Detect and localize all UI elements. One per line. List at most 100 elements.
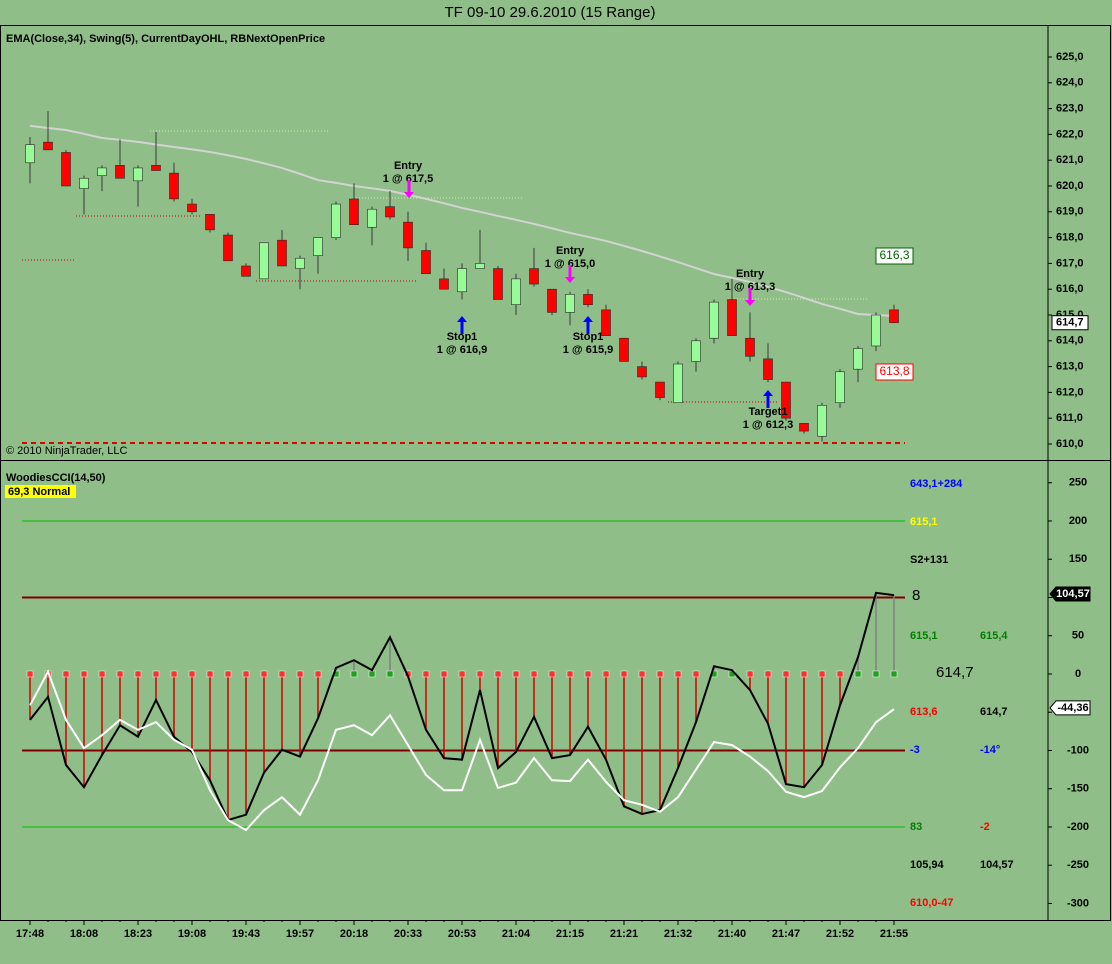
- candle-body: [493, 268, 503, 300]
- trade-arrow: [583, 316, 593, 334]
- trade-detail: 1 @ 615,9: [563, 344, 613, 356]
- zero-marker: [368, 670, 376, 678]
- zero-marker: [512, 670, 520, 678]
- y-tick-label: 621,0: [1056, 154, 1084, 166]
- candle-body: [187, 203, 197, 213]
- cci-label: WoodiesCCI(14,50): [6, 472, 106, 484]
- trade-label: Entry: [556, 245, 585, 257]
- price-box: [875, 247, 914, 265]
- candle-body: [313, 237, 323, 256]
- y-tick-label: 614,0: [1056, 335, 1084, 347]
- trade-arrow: [457, 316, 467, 334]
- zero-marker: [782, 670, 790, 678]
- zero-marker: [602, 670, 610, 678]
- zero-marker: [620, 670, 628, 678]
- zero-marker: [584, 670, 592, 678]
- candle-body: [115, 165, 125, 179]
- x-tick-label: 21:55: [880, 928, 908, 940]
- y-tick-label: 250: [1069, 477, 1087, 489]
- candle-body: [565, 294, 575, 313]
- candle-body: [709, 301, 719, 339]
- zero-marker: [116, 670, 124, 678]
- candle-body: [259, 242, 269, 280]
- side-text: 104,57: [980, 859, 1014, 871]
- y-tick-label: 200: [1069, 515, 1087, 527]
- candle-body: [655, 381, 665, 398]
- zero-marker: [134, 670, 142, 678]
- side-text: -3: [910, 744, 920, 756]
- zero-marker: [458, 670, 466, 678]
- x-tick-label: 19:57: [286, 928, 314, 940]
- zero-marker: [530, 670, 538, 678]
- y-tick-label: 0: [1075, 668, 1081, 680]
- zero-marker: [170, 670, 178, 678]
- trade-arrow: [404, 180, 414, 198]
- trade-label: Target1: [749, 406, 788, 418]
- side-text: S2+131: [910, 554, 948, 566]
- candle-body: [169, 172, 179, 200]
- candle-body: [601, 309, 611, 336]
- zero-marker: [80, 670, 88, 678]
- zero-marker: [260, 670, 268, 678]
- zero-marker: [656, 670, 664, 678]
- zero-marker: [26, 670, 34, 678]
- side-text: 643,1+284: [910, 478, 963, 490]
- candle-body: [583, 294, 593, 305]
- zero-marker: [548, 670, 556, 678]
- side-text: -2: [980, 821, 990, 833]
- side-text: 615,4: [980, 630, 1008, 642]
- zero-marker: [350, 670, 358, 678]
- zero-marker: [692, 670, 700, 678]
- zero-marker: [764, 670, 772, 678]
- zero-marker: [188, 670, 196, 678]
- badge-bg: [5, 485, 76, 498]
- x-tick-label: 21:47: [772, 928, 800, 940]
- last-price-box: [1051, 315, 1089, 331]
- cci-line: [29, 591, 895, 822]
- y-tick-label: 618,0: [1056, 232, 1084, 244]
- x-tick-label: 20:18: [340, 928, 368, 940]
- candle-body: [511, 278, 521, 305]
- x-tick-label: 21:15: [556, 928, 584, 940]
- copyright: © 2010 NinjaTrader, LLC: [6, 445, 127, 457]
- x-tick-label: 21:04: [502, 928, 531, 940]
- candle-body: [403, 221, 413, 249]
- zero-marker: [224, 670, 232, 678]
- zero-marker: [206, 670, 214, 678]
- candle-body: [133, 167, 143, 182]
- candle-body: [367, 208, 377, 228]
- trade-detail: 1 @ 613,3: [725, 281, 775, 293]
- candle-body: [889, 309, 899, 324]
- candle-body: [223, 234, 233, 262]
- zero-marker: [800, 670, 808, 678]
- zero-marker: [278, 670, 286, 678]
- candle-body: [295, 257, 305, 269]
- y-tick-label: -250: [1067, 859, 1089, 871]
- candle-body: [241, 265, 251, 277]
- chart-title: TF 09-10 29.6.2010 (15 Range): [445, 4, 656, 21]
- candle-body: [853, 348, 863, 370]
- trade-arrow: [745, 288, 755, 306]
- price-box-label: 616,3: [879, 248, 909, 262]
- y-tick-label: 610,0: [1056, 438, 1084, 450]
- ema-line: [29, 124, 895, 318]
- zero-marker: [440, 670, 448, 678]
- side-text: 83: [910, 821, 922, 833]
- side-text: 614,7: [980, 706, 1008, 718]
- price-box-label: 613,8: [879, 364, 909, 378]
- trade-detail: 1 @ 617,5: [383, 173, 433, 185]
- candle-body: [43, 141, 53, 151]
- zero-marker: [872, 670, 880, 678]
- y-tick-label: 623,0: [1056, 103, 1084, 115]
- indicator-label: EMA(Close,34), Swing(5), CurrentDayOHL, …: [6, 33, 325, 45]
- candle-body: [421, 250, 431, 275]
- x-tick-label: 18:23: [124, 928, 152, 940]
- zero-marker: [890, 670, 898, 678]
- y-tick-label: 611,0: [1056, 412, 1083, 424]
- candle-body: [547, 288, 557, 313]
- y-tick-label: 613,0: [1056, 361, 1084, 373]
- candle-body: [61, 152, 71, 187]
- y-tick-label: 50: [1072, 630, 1084, 642]
- zero-marker: [242, 670, 250, 678]
